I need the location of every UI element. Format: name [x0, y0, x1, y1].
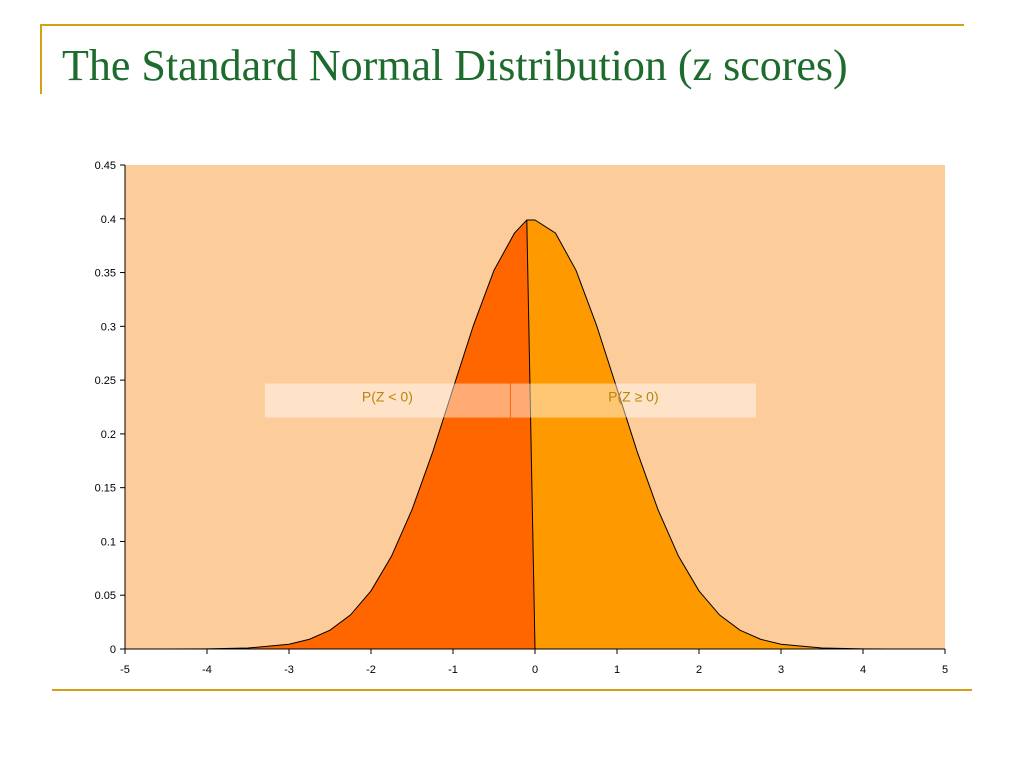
x-tick-label: -4	[202, 664, 212, 676]
x-tick-label: 3	[778, 664, 784, 676]
x-tick-label: 5	[942, 664, 948, 676]
slide-title: The Standard Normal Distribution (z scor…	[62, 41, 848, 90]
x-tick-label: -5	[120, 664, 130, 676]
annotation-left-text: P(Z < 0)	[362, 389, 413, 405]
x-tick-label: -3	[284, 664, 294, 676]
top-rule	[40, 24, 964, 26]
y-tick-label: 0.15	[95, 483, 116, 495]
annotation-right-box	[510, 383, 756, 418]
bottom-rule	[52, 689, 972, 691]
x-tick-label: -2	[366, 664, 376, 676]
x-tick-label: 4	[860, 664, 866, 676]
y-tick-label: 0.1	[101, 536, 116, 548]
y-tick-label: 0.45	[95, 160, 116, 172]
annotation-right: P(Z ≥ 0)	[510, 383, 756, 418]
annotation-left-box	[264, 383, 510, 418]
x-axis-ticks: -5 -4 -3 -2 -1 0 1 2 3 4 5	[120, 649, 948, 676]
y-tick-label: 0.35	[95, 268, 116, 280]
right-region-area	[526, 219, 945, 650]
x-tick-label: -1	[448, 664, 458, 676]
left-region-area	[125, 219, 535, 650]
y-tick-label: 0.05	[95, 590, 116, 602]
x-tick-label: 0	[532, 664, 538, 676]
x-tick-label: 2	[696, 664, 702, 676]
title-accent-rule	[40, 24, 42, 94]
y-tick-label: 0	[110, 644, 116, 656]
y-tick-label: 0.4	[101, 214, 116, 226]
y-tick-label: 0.3	[101, 321, 116, 333]
normal-distribution-chart: P(Z < 0) P(Z ≥ 0) 0 0.05 0.1 0.15 0.2 0.25 0.3…	[95, 160, 948, 676]
y-tick-label: 0.25	[95, 375, 116, 387]
density-curve	[125, 219, 945, 650]
x-tick-label: 1	[614, 664, 620, 676]
annotation-left: P(Z < 0)	[264, 383, 510, 418]
mean-divider-line	[526, 219, 536, 650]
y-axis-ticks: 0 0.05 0.1 0.15 0.2 0.25 0.3 0.35 0.4 0.45	[95, 160, 125, 656]
y-tick-label: 0.2	[101, 429, 116, 441]
annotation-right-text: P(Z ≥ 0)	[608, 389, 658, 405]
